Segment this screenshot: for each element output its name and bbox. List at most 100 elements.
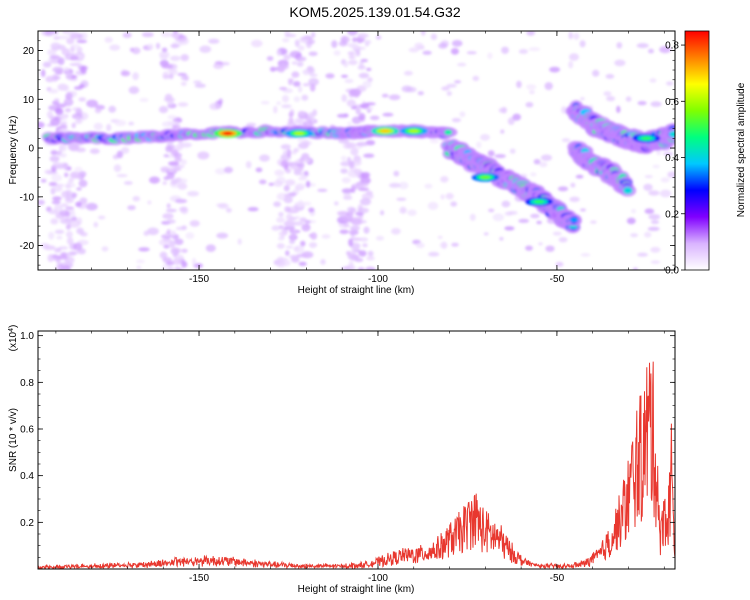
spectrogram-noise-cell [44, 31, 54, 37]
spectrogram-noise-cell [237, 238, 242, 245]
spectrogram-noise-cell [43, 245, 56, 251]
spectrogram-noise-cell [348, 55, 356, 60]
spectrogram-noise-cell [299, 36, 310, 44]
spectrogram-noise-cell [163, 98, 175, 102]
spectrogram-noise-cell [526, 84, 537, 90]
spectrogram-noise-cell [177, 102, 189, 107]
spectrogram-noise-cell [180, 54, 189, 62]
spectrogram-noise-cell [362, 80, 372, 89]
spectrogram-noise-cell [348, 160, 355, 169]
spectrogram-noise-cell [74, 166, 83, 172]
spectrogram-noise-cell [48, 88, 59, 94]
spectrogram-noise-cell [166, 219, 176, 224]
spectrogram-noise-cell [276, 101, 282, 105]
spectrogram-noise-cell [446, 83, 457, 88]
spectrogram-noise-cell [321, 234, 331, 239]
spectrogram-noise-cell [445, 192, 454, 200]
spectrogram-noise-cell [283, 185, 290, 192]
spectrogram-noise-cell [199, 45, 212, 53]
snr-x-tick-label: -150 [189, 573, 209, 584]
spectrogram-noise-cell [308, 39, 315, 45]
spectrogram-noise-cell [71, 122, 76, 129]
spectrogram-noise-cell [283, 221, 296, 228]
spectrogram-noise-cell [65, 189, 73, 196]
spectrogram-noise-cell [78, 83, 85, 89]
spectrogram-noise-cell [343, 195, 353, 200]
spectrogram-noise-cell [269, 66, 277, 72]
spectrogram-noise-cell [544, 82, 553, 91]
spectrogram-noise-cell [382, 112, 394, 117]
spectrogram-noise-cell [131, 47, 141, 55]
spectrogram-noise-cell [636, 43, 649, 49]
spectrogram-noise-cell [388, 94, 401, 101]
spectrogram-noise-cell [501, 200, 511, 208]
spectrogram-noise-cell [172, 69, 178, 76]
spectrogram-noise-cell [170, 55, 181, 61]
snr-y-tick-label: 0.6 [20, 425, 34, 436]
spectrogram-noise-cell [417, 91, 424, 96]
spectrogram-noise-cell [166, 228, 171, 235]
spectrogram-noise-cell [56, 235, 63, 240]
spectrogram-noise-cell [174, 164, 185, 169]
spectrogram-noise-cell [304, 170, 309, 176]
snr-plot-area [38, 331, 675, 569]
spectrogram-noise-cell [285, 168, 291, 174]
spectrogram-noise-cell [344, 78, 354, 84]
spectrogram-noise-cell [552, 231, 562, 236]
spectrogram-noise-cell [359, 237, 369, 242]
spectrogram-noise-cell [649, 78, 657, 83]
spectrogram-noise-cell [526, 31, 536, 36]
spectrogram-noise-cell [48, 209, 59, 215]
spectrogram-noise-cell [166, 203, 171, 209]
spectrogram-noise-cell [54, 247, 61, 253]
snr-y-tick-label: 1.0 [20, 331, 34, 342]
spectrogram-noise-cell [141, 32, 154, 38]
spectrogram-noise-cell [347, 51, 355, 56]
spectrogram-noise-cell [592, 69, 600, 77]
spectrogram-noise-cell [393, 170, 400, 177]
spectrogram-noise-cell [147, 200, 152, 205]
spectrogram-noise-cell [106, 123, 112, 132]
spectrogram-noise-cell [168, 243, 176, 248]
spectrogram-noise-cell [343, 60, 349, 68]
spectrogram-noise-cell [72, 43, 80, 49]
spectrogram-frame [37, 30, 676, 271]
spectrogram-noise-cell [55, 107, 64, 116]
spectrogram-noise-cell [427, 201, 439, 210]
spectrogram-noise-cell [366, 256, 375, 261]
snr-y-ticks: 0.2 0.4 0.6 0.8 1.0 [20, 331, 675, 558]
spectrogram-noise-cell [170, 230, 176, 237]
spectrogram-noise-cell [288, 111, 294, 118]
spectrogram-noise-cell [121, 147, 130, 154]
spectrogram-noise-cell [300, 240, 306, 247]
spectrogram-noise-cell [98, 215, 106, 220]
spectrogram-noise-cell [603, 91, 612, 97]
spectrogram-noise-cell [347, 253, 359, 261]
spectrogram-noise-cell [568, 31, 573, 40]
spectrogram-noise-cell [469, 213, 476, 221]
spectrogram-noise-cell [476, 141, 482, 149]
spectrogram-noise-cell [172, 249, 177, 258]
spectrogram-noise-cell [338, 40, 348, 47]
spectrogram-noise-cell [63, 172, 69, 178]
spectrogram-noise-cell [59, 209, 69, 217]
spectrogram-noise-cell [65, 206, 74, 210]
spectrogram-noise-cell [278, 231, 288, 237]
spectrogram-noise-cell [348, 260, 354, 268]
spectrogram-noise-cell [138, 247, 150, 252]
spectrogram-noise-cell [69, 251, 79, 255]
spectrogram-noise-cell [536, 220, 542, 225]
spectrogram-noise-cell [149, 176, 160, 184]
spectrogram-noise-cell [356, 141, 369, 147]
spectrogram-noise-cell [439, 242, 448, 249]
spectrogram-noise-cell [580, 97, 585, 101]
spectrogram-hotspot-core [294, 131, 305, 136]
spectrogram-noise-cell [466, 51, 477, 55]
spectrogram-noise-cell [650, 220, 660, 225]
spectrogram-noise-cell [52, 186, 63, 192]
spectrogram-noise-cell [487, 150, 495, 157]
spectrogram-noise-cell [276, 262, 286, 268]
spectrogram-noise-cell [451, 40, 463, 47]
spectrogram-noise-cell [285, 245, 294, 249]
